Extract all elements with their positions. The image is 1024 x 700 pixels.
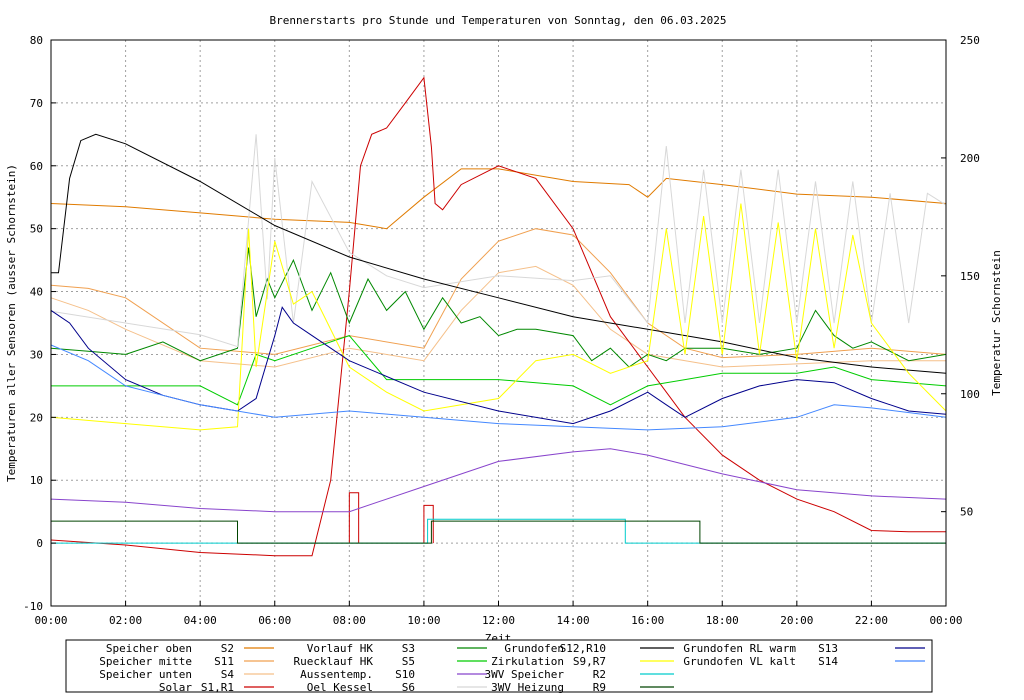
y-tick-label: 60	[30, 160, 43, 173]
y-tick-label: 0	[36, 537, 43, 550]
legend-code: R9	[593, 681, 606, 694]
legend-code: R2	[593, 668, 606, 681]
series-line-s12-r10	[51, 133, 947, 374]
x-tick-label: 04:00	[184, 614, 217, 627]
legend-label: Speicher unten	[99, 668, 192, 681]
legend-label: Oel Kessel	[307, 681, 373, 694]
x-tick-label: 06:00	[258, 614, 291, 627]
x-tick-label: 16:00	[631, 614, 664, 627]
y2-tick-label: 100	[960, 388, 980, 401]
legend: Speicher oben S2 Speicher mitte S11 Speicher…	[65, 639, 933, 694]
y2-tick-label: 200	[960, 152, 980, 165]
legend-code: S4	[221, 668, 235, 681]
series-line-s3	[50, 247, 947, 368]
series-line-s5	[51, 335, 947, 406]
y-tick-label: 70	[30, 97, 43, 110]
burner-start-bar	[348, 492, 360, 544]
legend-code: S11	[214, 655, 234, 668]
y2-tick-label: 250	[960, 34, 980, 47]
y-axis-label: Temperaturen aller Sensoren (ausser Scho…	[5, 164, 18, 482]
legend-label: Zirkulation	[491, 655, 564, 668]
burner-start-bar	[423, 504, 434, 544]
legend-label: Vorlauf HK	[307, 642, 374, 655]
chart-title: Brennerstarts pro Stunde und Temperature…	[270, 14, 727, 27]
y2-axis-label: Temperatur Schornstein	[990, 250, 1003, 396]
y2-tick-label: 150	[960, 270, 980, 283]
x-tick-label: 18:00	[706, 614, 739, 627]
y-tick-label: 50	[30, 223, 43, 236]
legend-code: S10	[395, 668, 415, 681]
y-tick-label: 20	[30, 411, 43, 424]
series-line-s1-r1	[50, 76, 946, 557]
legend-box	[65, 639, 933, 693]
legend-code: S6	[402, 681, 415, 694]
legend-code: S3	[402, 642, 415, 655]
x-tick-label: 02:00	[109, 614, 142, 627]
legend-code: S13	[818, 642, 838, 655]
ticks-layer: 00:00 02:00 04:00 06:00 08:00 10:00 12:00 14:00…	[23, 34, 980, 627]
legend-label: Ruecklauf HK	[294, 655, 374, 668]
y-tick-label: 80	[30, 34, 43, 47]
x-tick-label: 14:00	[557, 614, 590, 627]
legend-code: S9,R7	[573, 655, 606, 668]
y2-tick-label: 50	[960, 506, 973, 519]
legend-label: Grundofen	[504, 642, 564, 655]
legend-code: S14	[818, 655, 838, 668]
x-tick-label: 10:00	[407, 614, 440, 627]
legend-code: S5	[402, 655, 415, 668]
series-line-s11	[50, 228, 947, 359]
y-tick-label: 30	[30, 348, 43, 361]
legend-label: 3WV Heizung	[491, 681, 564, 694]
legend-label: Solar	[159, 681, 192, 694]
legend-code: S1,R1	[201, 681, 234, 694]
x-tick-label: 22:00	[855, 614, 888, 627]
series-line-s2	[50, 168, 947, 230]
legend-label: Aussentemp.	[300, 668, 373, 681]
series-line-r9	[50, 520, 946, 544]
legend-label: 3WV Speicher	[485, 668, 565, 681]
x-tick-label: 12:00	[482, 614, 515, 627]
x-tick-label: 08:00	[333, 614, 366, 627]
series-line-s10	[50, 448, 947, 513]
legend-code: S12,R10	[560, 642, 606, 655]
x-tick-label: 00:00	[929, 614, 962, 627]
y-tick-label: 40	[30, 286, 43, 299]
series-line-s6	[50, 134, 947, 348]
series-line-s14	[50, 344, 947, 431]
series-line-s4	[50, 265, 946, 368]
legend-label: Speicher mitte	[99, 655, 192, 668]
series-line-s9-r7	[50, 203, 947, 431]
legend-code: S2	[221, 642, 234, 655]
y-tick-label: 10	[30, 474, 43, 487]
y-tick-label: -10	[23, 600, 43, 613]
x-tick-label: 00:00	[34, 614, 67, 627]
series-layer	[50, 76, 947, 557]
legend-label: Grundofen RL warm	[683, 642, 796, 655]
legend-label: Grundofen VL kalt	[683, 655, 796, 668]
legend-label: Speicher oben	[106, 642, 192, 655]
x-tick-label: 20:00	[780, 614, 813, 627]
